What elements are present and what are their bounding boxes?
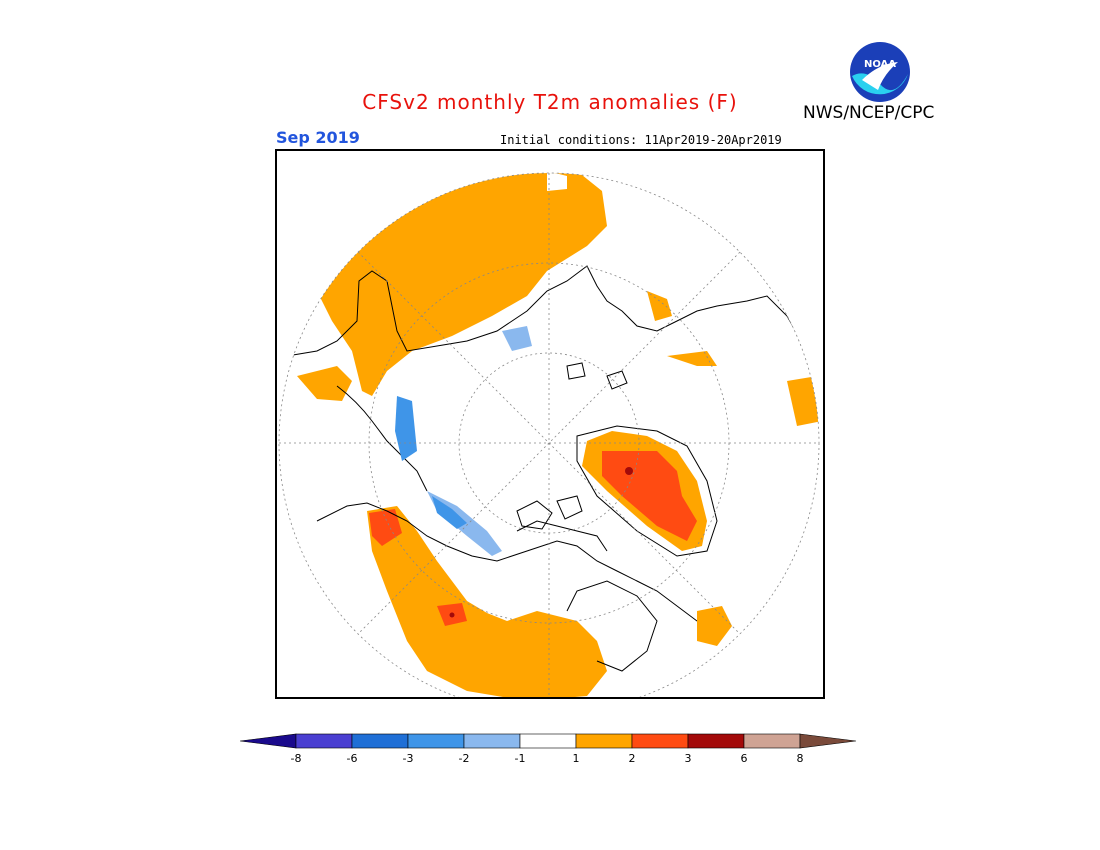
scandinavia-cool-strip — [395, 396, 417, 461]
kamchatka-warm-patch — [787, 376, 819, 426]
colorbar-swatch — [295, 733, 353, 749]
colorbar-tick-label: -2 — [458, 752, 470, 765]
colorbar-swatch — [575, 733, 633, 749]
alaska-hot-patch — [369, 509, 402, 546]
colorbar-swatch — [687, 733, 745, 749]
colorbar-tick-label: -6 — [346, 752, 358, 765]
map-title: CFSv2 monthly T2m anomalies (F) — [362, 90, 738, 114]
map-graticule — [278, 172, 820, 697]
colorbar-tick-label: 1 — [572, 752, 580, 765]
north-america-warm-region — [367, 506, 607, 697]
atlantic-warm-patch — [697, 606, 732, 646]
color-bar — [239, 733, 860, 755]
scandinavia-warm-strip — [297, 366, 352, 401]
initial-conditions: Initial conditions: 11Apr2019-20Apr2019 — [500, 133, 782, 147]
colorbar-tick-label: 2 — [628, 752, 636, 765]
noaa-logo-icon: NOAA — [848, 40, 912, 104]
colorbar-arrow-left — [239, 733, 297, 749]
polar-map — [275, 149, 825, 699]
colorbar-swatch — [351, 733, 409, 749]
agency-label: NWS/NCEP/CPC — [803, 103, 935, 123]
colorbar-arrow-right — [799, 733, 857, 749]
noaa-logo-text: NOAA — [864, 59, 896, 70]
siberia-cool-patch — [502, 326, 532, 351]
colorbar-swatch — [519, 733, 577, 749]
siberia-warm-patch — [667, 351, 717, 366]
colorbar-swatch — [463, 733, 521, 749]
colorbar-tick-label: 3 — [684, 752, 692, 765]
colorbar-swatch — [407, 733, 465, 749]
forecast-month: Sep 2019 — [276, 128, 360, 147]
colorbar-swatch — [743, 733, 801, 749]
colorbar-tick-label: 6 — [740, 752, 748, 765]
greenland-max-spot — [625, 467, 633, 475]
colorbar-tick-label: -1 — [514, 752, 526, 765]
colorbar-tick-label: -8 — [290, 752, 302, 765]
eurasia-warm-region — [317, 173, 607, 396]
colorbar-tick-label: -3 — [402, 752, 414, 765]
colorbar-swatch — [631, 733, 689, 749]
colorbar-tick-label: 8 — [796, 752, 804, 765]
greenland-hot-core — [602, 451, 697, 541]
